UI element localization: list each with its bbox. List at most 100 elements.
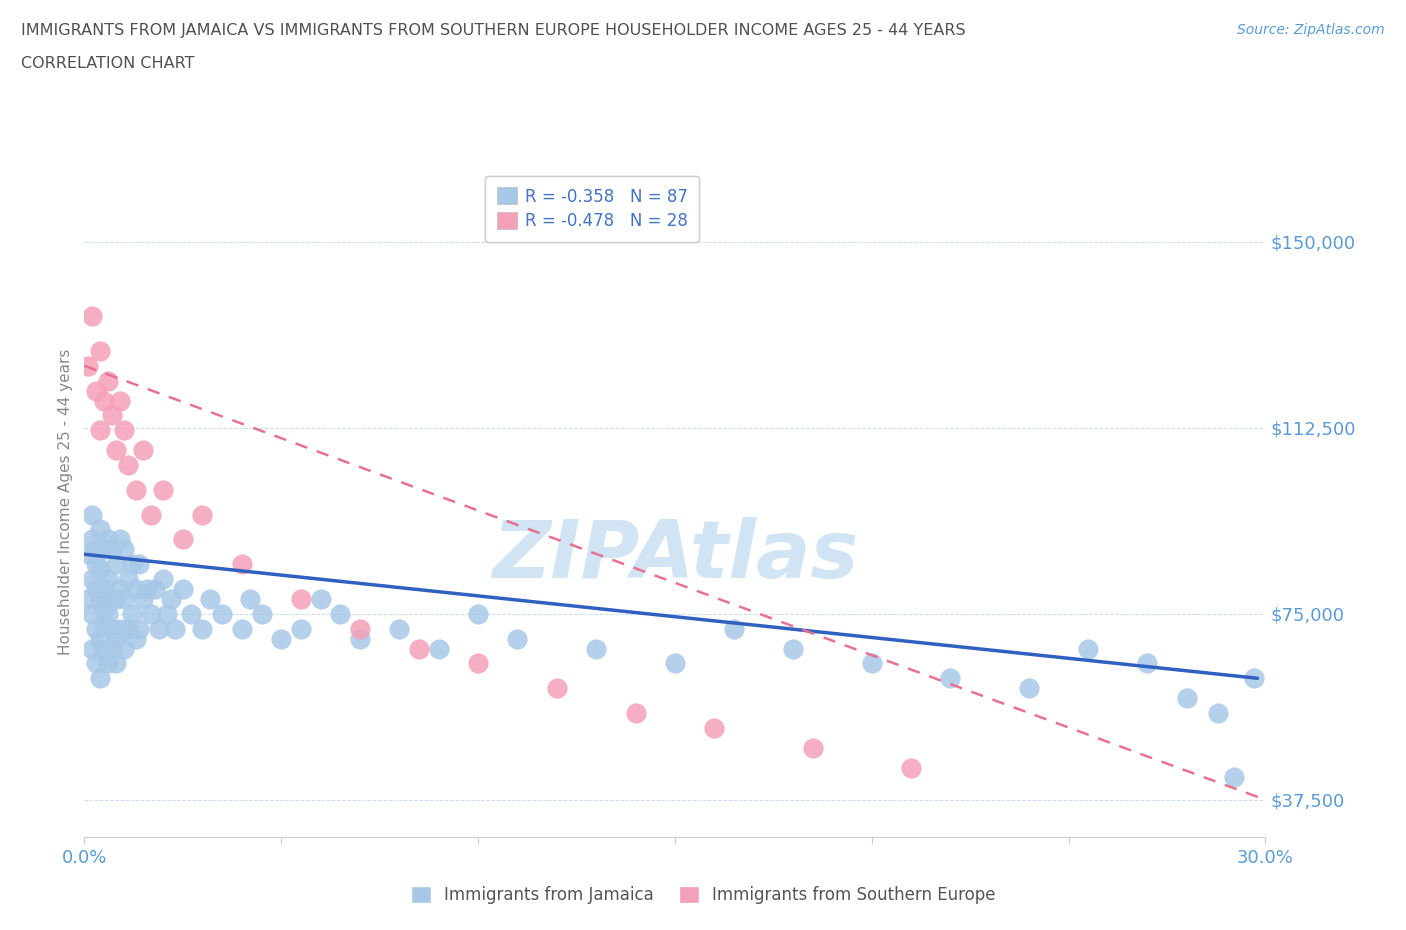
Point [290,591,312,606]
Point [112,591,135,606]
Point [290,621,312,636]
Point [97,572,120,587]
Point [329,606,352,621]
Point [82,532,104,547]
Point [97,532,120,547]
Point [84,542,107,557]
Point [1175,691,1198,706]
Point [77,547,100,562]
Point [104,557,127,572]
Text: Source: ZipAtlas.com: Source: ZipAtlas.com [1237,23,1385,37]
Point [148,621,170,636]
Point [104,591,127,606]
Point [349,631,371,646]
Point [82,309,104,324]
Point [132,443,155,458]
Point [84,621,107,636]
Point [112,542,135,557]
Point [82,641,104,656]
Point [191,621,214,636]
Point [89,423,111,438]
Point [467,656,489,671]
Point [1018,681,1040,696]
Point [782,641,804,656]
Point [82,507,104,522]
Point [156,606,179,621]
Point [427,641,450,656]
Point [128,557,150,572]
Point [172,581,194,596]
Point [108,532,131,547]
Point [546,681,568,696]
Point [89,591,111,606]
Text: IMMIGRANTS FROM JAMAICA VS IMMIGRANTS FROM SOUTHERN EUROPE HOUSEHOLDER INCOME AG: IMMIGRANTS FROM JAMAICA VS IMMIGRANTS FR… [21,23,966,38]
Point [239,591,262,606]
Point [408,641,430,656]
Point [89,631,111,646]
Point [152,572,174,587]
Point [93,617,115,631]
Point [349,621,371,636]
Point [101,591,124,606]
Point [108,621,131,636]
Point [136,581,159,596]
Point [250,606,273,621]
Point [84,656,107,671]
Y-axis label: Householder Income Ages 25 - 44 years: Householder Income Ages 25 - 44 years [58,349,73,656]
Point [117,572,139,587]
Point [132,591,155,606]
Point [124,483,146,498]
Point [939,671,962,685]
Point [1077,641,1099,656]
Legend: Immigrants from Jamaica, Immigrants from Southern Europe: Immigrants from Jamaica, Immigrants from… [402,878,1004,912]
Point [93,641,115,656]
Point [664,656,686,671]
Point [152,483,174,498]
Point [231,621,253,636]
Point [1136,656,1159,671]
Point [231,557,253,572]
Point [89,522,111,537]
Point [104,443,127,458]
Point [84,383,107,398]
Point [89,343,111,358]
Point [200,591,222,606]
Point [141,507,163,522]
Point [108,393,131,408]
Legend: R = -0.358   N = 87, R = -0.478   N = 28: R = -0.358 N = 87, R = -0.478 N = 28 [485,176,699,242]
Point [180,606,202,621]
Point [93,393,115,408]
Point [1206,706,1229,721]
Point [1223,770,1246,785]
Point [89,671,111,685]
Point [93,542,115,557]
Point [84,581,107,596]
Point [93,581,115,596]
Point [84,557,107,572]
Point [506,631,529,646]
Point [624,706,647,721]
Point [82,606,104,621]
Point [77,358,100,373]
Point [703,721,725,736]
Point [900,760,922,775]
Point [585,641,607,656]
Point [860,656,883,671]
Text: CORRELATION CHART: CORRELATION CHART [21,56,194,71]
Point [163,621,186,636]
Point [112,641,135,656]
Point [467,606,489,621]
Point [104,631,127,646]
Point [801,740,824,755]
Point [172,532,194,547]
Point [160,591,183,606]
Point [124,631,146,646]
Point [112,423,135,438]
Point [104,656,127,671]
Point [1243,671,1265,685]
Point [121,557,143,572]
Point [388,621,411,636]
Point [723,621,745,636]
Point [128,621,150,636]
Point [82,572,104,587]
